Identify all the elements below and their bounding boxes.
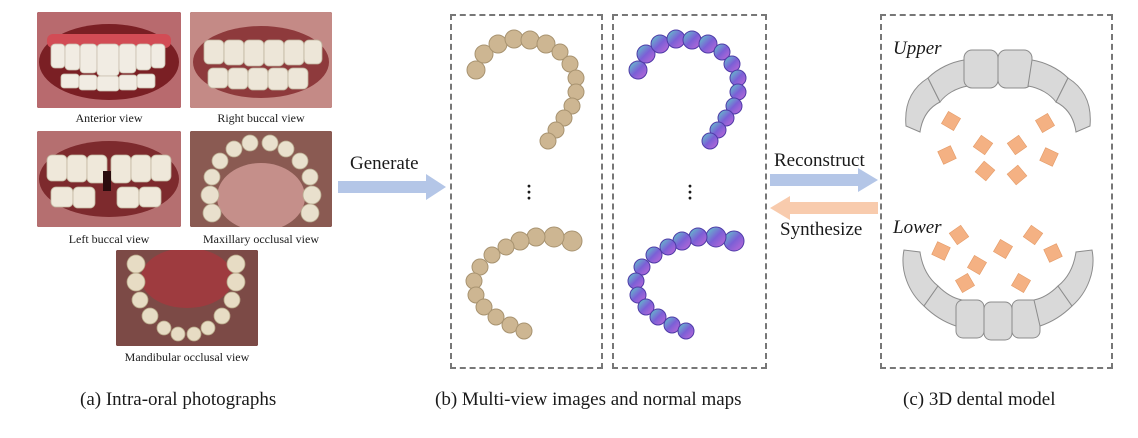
- lower-jaw-label: Lower: [893, 217, 942, 238]
- anterior-view-label: Anterior view: [75, 111, 143, 125]
- right-buccal-view-photo: [190, 12, 332, 108]
- caption-3d-dental-model: (c) 3D dental model: [903, 389, 1056, 410]
- normal-maps-box: [612, 14, 767, 369]
- upper-jaw-model: [905, 49, 1091, 133]
- multiview-image-upper: [466, 29, 585, 150]
- camera-markers-upper: [937, 111, 1059, 186]
- maxillary-occlusal-view-photo: [190, 131, 332, 227]
- synthesize-arrow: [770, 196, 878, 220]
- generate-arrow: [338, 174, 446, 200]
- multiview-image-lower: [465, 226, 583, 340]
- caption-multiview-normal-maps: (b) Multi-view images and normal maps: [435, 389, 742, 410]
- ellipsis-dots-normals: · · ·: [686, 176, 693, 208]
- maxillary-occlusal-view-label: Maxillary occlusal view: [203, 232, 319, 246]
- caption-intra-oral-photographs: (a) Intra-oral photographs: [80, 389, 277, 410]
- reconstruct-arrow: [770, 168, 878, 192]
- dental-model-box: [880, 14, 1113, 369]
- right-buccal-view-label: Right buccal view: [217, 111, 305, 125]
- generate-label: Generate: [350, 153, 419, 174]
- reconstruct-label: Reconstruct: [774, 150, 865, 171]
- anterior-view-photo: [37, 12, 181, 108]
- left-buccal-view-label: Left buccal view: [68, 232, 150, 246]
- camera-markers-lower: [931, 224, 1063, 293]
- lower-jaw-model: [902, 249, 1094, 341]
- synthesize-label: Synthesize: [780, 219, 863, 240]
- left-buccal-view-photo: [37, 131, 181, 227]
- ellipsis-dots-images: · · ·: [525, 176, 532, 208]
- normal-map-lower: [627, 226, 745, 340]
- multiview-images-box: [450, 14, 603, 369]
- mandibular-occlusal-view-label: Mandibular occlusal view: [124, 350, 250, 364]
- mandibular-occlusal-view-photo: [116, 250, 258, 346]
- normal-map-upper: [628, 29, 747, 150]
- upper-jaw-label: Upper: [893, 38, 942, 59]
